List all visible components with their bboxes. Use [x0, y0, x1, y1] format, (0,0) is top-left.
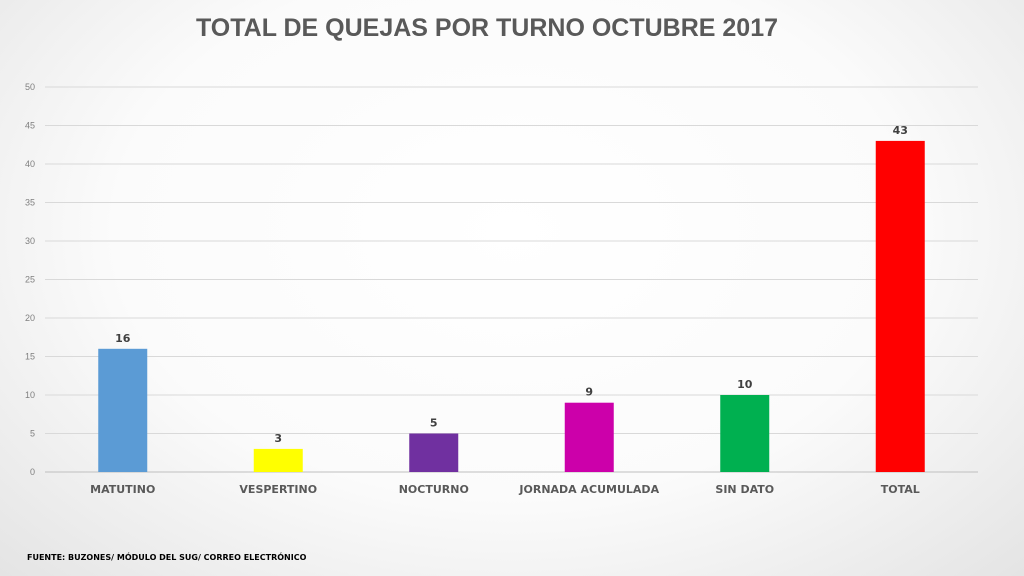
y-tick-label: 25	[25, 275, 35, 285]
x-axis: MATUTINO VESPERTINO NOCTURNO JORNADA ACUMUL…	[90, 483, 920, 496]
x-tick-label: NOCTURNO	[399, 483, 469, 496]
y-axis: 0 5 10 15 20 25 30 35 40 45 50	[25, 82, 35, 477]
y-tick-label: 20	[25, 313, 35, 323]
data-label: 10	[737, 378, 753, 391]
gridlines	[45, 86, 978, 473]
bar	[409, 433, 459, 472]
y-tick-label: 10	[25, 390, 35, 400]
data-label: 3	[274, 432, 282, 445]
x-tick-label: MATUTINO	[90, 483, 155, 496]
bars: 16 3 5 9 10 43	[98, 124, 925, 472]
chart-title: TOTAL DE QUEJAS POR TURNO OCTUBRE 2017	[195, 14, 779, 42]
data-label: 5	[430, 417, 438, 430]
y-tick-label: 5	[30, 429, 35, 439]
y-tick-label: 30	[25, 236, 35, 246]
y-tick-label: 50	[25, 82, 35, 92]
y-tick-label: 0	[30, 467, 35, 477]
data-label: 43	[893, 124, 908, 137]
source-note: FUENTE: BUZONES/ MÓDULO DEL SUG/ CORREO …	[27, 553, 307, 562]
data-label: 16	[115, 332, 131, 345]
y-tick-label: 15	[25, 352, 35, 362]
bar	[253, 448, 303, 472]
x-tick-label: JORNADA ACUMULADA	[518, 483, 659, 496]
y-tick-label: 35	[25, 198, 35, 208]
bar	[720, 395, 770, 472]
bar	[875, 140, 925, 472]
x-tick-label: VESPERTINO	[239, 483, 317, 496]
y-tick-label: 40	[25, 159, 35, 169]
data-label: 9	[585, 386, 593, 399]
y-tick-label: 45	[25, 121, 35, 131]
bar	[564, 402, 614, 472]
x-tick-label: SIN DATO	[715, 483, 774, 496]
x-tick-label: TOTAL	[881, 483, 920, 496]
bar	[98, 348, 148, 472]
